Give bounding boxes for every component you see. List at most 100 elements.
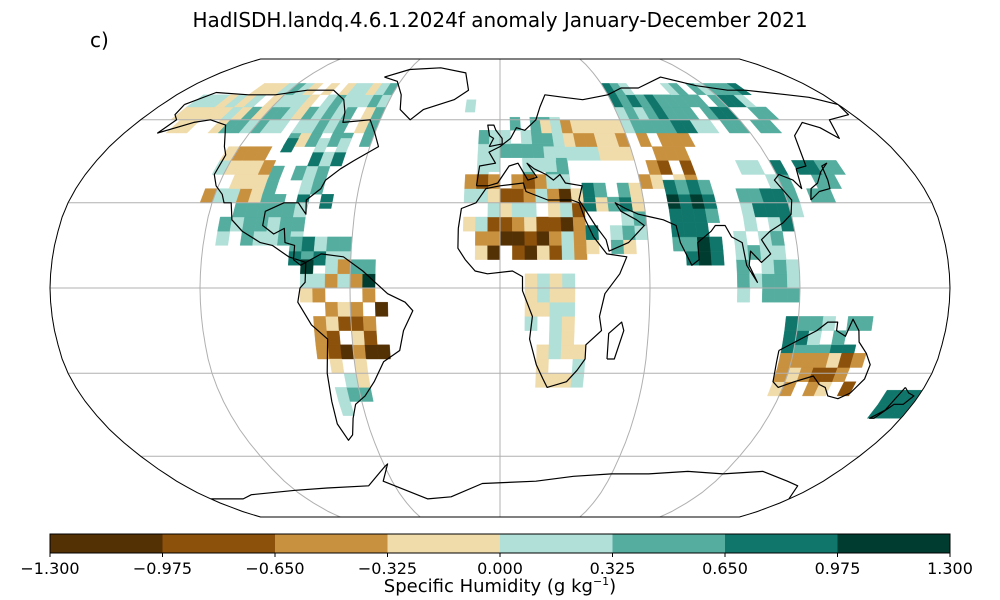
anomaly-cell bbox=[536, 216, 550, 232]
anomaly-cell bbox=[324, 273, 338, 289]
anomaly-cell bbox=[593, 182, 608, 198]
anomaly-cell bbox=[548, 344, 562, 360]
anomaly-cell bbox=[278, 216, 294, 232]
anomaly-cell bbox=[312, 287, 326, 303]
anomaly-cell bbox=[325, 316, 340, 331]
anomaly-cell bbox=[796, 316, 812, 331]
anomaly-cell bbox=[549, 287, 563, 303]
anomaly-cell bbox=[704, 208, 721, 223]
anomaly-cell bbox=[572, 344, 587, 360]
anomaly-cell bbox=[549, 245, 563, 260]
anomaly-cell bbox=[743, 216, 759, 232]
anomaly-cell bbox=[349, 273, 363, 289]
anomaly-cell bbox=[536, 245, 551, 260]
anomaly-cell bbox=[548, 231, 563, 246]
anomaly-cell bbox=[521, 143, 534, 158]
anomaly-cell bbox=[561, 245, 575, 260]
anomaly-cell bbox=[560, 344, 574, 360]
anomaly-cell bbox=[337, 273, 351, 289]
coastline bbox=[157, 89, 380, 266]
anomaly-cell bbox=[475, 216, 489, 232]
graticule-lines bbox=[50, 59, 950, 517]
coastline bbox=[475, 76, 850, 283]
coastline bbox=[487, 124, 503, 148]
anomaly-cell bbox=[338, 236, 353, 252]
anomaly-cell bbox=[824, 160, 846, 175]
anomaly-cell bbox=[573, 231, 587, 246]
anomaly-cell bbox=[709, 236, 724, 252]
anomaly-cell bbox=[696, 236, 712, 252]
anomaly-cell bbox=[558, 188, 573, 203]
anomaly-cell bbox=[477, 143, 490, 158]
anomaly-cell bbox=[499, 216, 513, 232]
anomaly-cell bbox=[809, 316, 824, 331]
anomaly-cell bbox=[362, 287, 376, 303]
anomaly-cell bbox=[772, 245, 787, 260]
anomaly-cell bbox=[555, 157, 569, 172]
anomaly-cell bbox=[475, 231, 488, 246]
coastline bbox=[869, 387, 915, 419]
anomaly-cell bbox=[537, 287, 551, 303]
anomaly-cell bbox=[337, 316, 352, 331]
coastline bbox=[384, 67, 470, 121]
colorbar-segment bbox=[275, 534, 388, 553]
anomaly-cell bbox=[536, 231, 550, 246]
colorbar-segment bbox=[50, 534, 163, 553]
anomaly-cell bbox=[668, 208, 684, 223]
anomaly-cell bbox=[326, 330, 341, 345]
anomaly-cell bbox=[299, 287, 314, 303]
anomaly-cell bbox=[313, 236, 328, 252]
anomaly-cell bbox=[312, 273, 326, 289]
anomaly-cell bbox=[769, 231, 785, 246]
chart-title: HadISDH.landq.4.6.1.2024f anomaly Januar… bbox=[192, 8, 808, 32]
anomaly-cell bbox=[257, 160, 277, 175]
anomaly-cell bbox=[524, 287, 538, 303]
anomaly-cell bbox=[523, 202, 537, 218]
anomaly-cell bbox=[499, 231, 513, 246]
anomaly-cell bbox=[734, 245, 750, 260]
anomaly-cell bbox=[511, 188, 525, 203]
anomaly-cell bbox=[558, 373, 573, 388]
anomaly-cell bbox=[350, 316, 365, 331]
anomaly-cell bbox=[543, 146, 557, 161]
anomaly-cell bbox=[849, 353, 867, 368]
anomaly-cell bbox=[511, 202, 525, 218]
anomaly-cell bbox=[524, 216, 538, 232]
anomaly-cell bbox=[736, 273, 751, 289]
anomaly-cell bbox=[464, 174, 478, 189]
anomaly-cell bbox=[761, 273, 776, 289]
colorbar-segment bbox=[725, 534, 838, 553]
anomaly-cell bbox=[698, 250, 713, 266]
anomaly-cell bbox=[520, 130, 533, 145]
anomaly-cell bbox=[682, 222, 698, 238]
colorbar-segment bbox=[500, 534, 613, 553]
anomaly-cell bbox=[785, 259, 800, 274]
anomaly-cell bbox=[548, 216, 562, 232]
anomaly-cell bbox=[858, 316, 874, 331]
anomaly-cell bbox=[536, 344, 550, 360]
anomaly-cell bbox=[549, 273, 563, 289]
colorbar bbox=[49, 533, 951, 557]
anomaly-cell bbox=[836, 381, 857, 397]
anomaly-cell bbox=[786, 287, 801, 303]
anomaly-cell bbox=[267, 165, 285, 181]
anomaly-cell bbox=[487, 188, 501, 203]
anomaly-cell bbox=[511, 216, 525, 232]
anomaly-cell bbox=[334, 138, 352, 153]
anomaly-cell bbox=[620, 211, 635, 226]
anomaly-cell bbox=[562, 273, 576, 289]
anomaly-cell bbox=[581, 182, 596, 198]
anomaly-cell bbox=[337, 302, 351, 317]
anomaly-cell bbox=[487, 231, 501, 246]
coastline bbox=[457, 182, 628, 388]
panel-label: c) bbox=[90, 28, 109, 52]
anomaly-cell bbox=[572, 216, 587, 232]
anomaly-cell bbox=[352, 344, 367, 360]
colorbar-segment bbox=[837, 534, 951, 553]
anomaly-cell bbox=[487, 216, 501, 232]
anomaly-cell bbox=[561, 330, 575, 345]
anomaly-cell bbox=[548, 330, 563, 345]
anomaly-cell bbox=[301, 236, 316, 252]
anomaly-cell bbox=[239, 231, 255, 246]
